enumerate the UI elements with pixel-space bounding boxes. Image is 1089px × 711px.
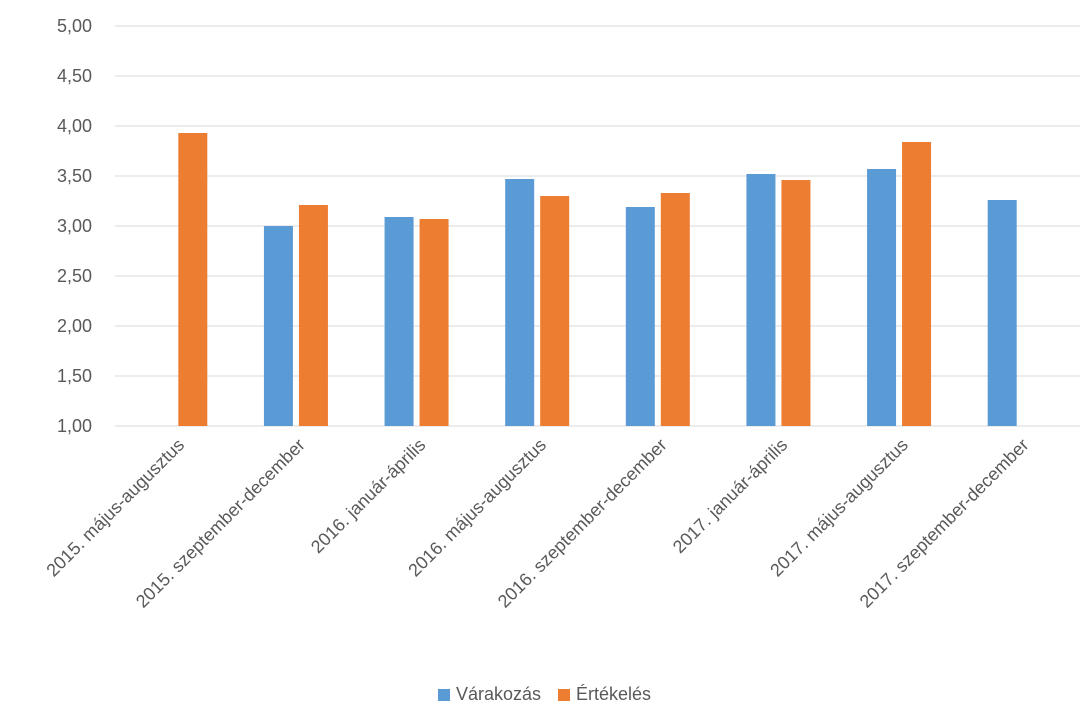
- bar-series-1: [987, 200, 1017, 426]
- legend-swatch-series-2: [558, 688, 570, 701]
- gridlines: [115, 25, 1080, 427]
- x-tick-label: 2017. május-augusztus: [766, 435, 912, 581]
- legend-swatch-series-1: [437, 688, 450, 701]
- bar-series-1: [625, 207, 655, 426]
- bar-series-1: [263, 226, 293, 426]
- legend-item-series-2: Értékelés: [558, 684, 651, 705]
- y-axis-tick-labels: 1,00 1,50 2,00 2,50 3,00 3,50 4,00 4,50 5,00: [57, 16, 92, 436]
- bar-series-1: [746, 174, 776, 426]
- y-tick-label: 3,00: [57, 216, 92, 236]
- bar-series-2: [781, 180, 811, 426]
- x-tick-label: 2016. május-augusztus: [404, 435, 550, 581]
- bar-series-1: [505, 179, 535, 426]
- bar-series-1: [384, 217, 414, 426]
- bars: [178, 133, 1017, 426]
- y-tick-label: 1,50: [57, 366, 92, 386]
- y-tick-label: 2,00: [57, 316, 92, 336]
- bar-series-2: [902, 142, 932, 426]
- bar-series-2: [298, 205, 328, 426]
- y-tick-label: 1,00: [57, 416, 92, 436]
- x-tick-label: 2017. január-április: [669, 435, 791, 557]
- bar-series-2: [178, 133, 208, 426]
- bar-series-1: [867, 169, 897, 426]
- legend-label-series-1: Várakozás: [455, 684, 541, 704]
- x-tick-label: 2015. május-augusztus: [42, 435, 188, 581]
- bar-series-2: [419, 219, 449, 426]
- y-tick-label: 3,50: [57, 166, 92, 186]
- legend-item-series-1: Várakozás: [437, 684, 541, 705]
- bar-series-2: [540, 196, 570, 426]
- y-tick-label: 4,50: [57, 66, 92, 86]
- y-tick-label: 2,50: [57, 266, 92, 286]
- y-tick-label: 5,00: [57, 16, 92, 36]
- legend: Várakozás Értékelés: [0, 684, 1089, 706]
- bar-chart: 1,00 1,50 2,00 2,50 3,00 3,50 4,00 4,50 5,00 201…: [42, 16, 1080, 612]
- x-tick-label: 2016. január-április: [307, 435, 429, 557]
- bar-series-2: [660, 193, 690, 426]
- legend-label-series-2: Értékelés: [576, 684, 652, 704]
- y-tick-label: 4,00: [57, 116, 92, 136]
